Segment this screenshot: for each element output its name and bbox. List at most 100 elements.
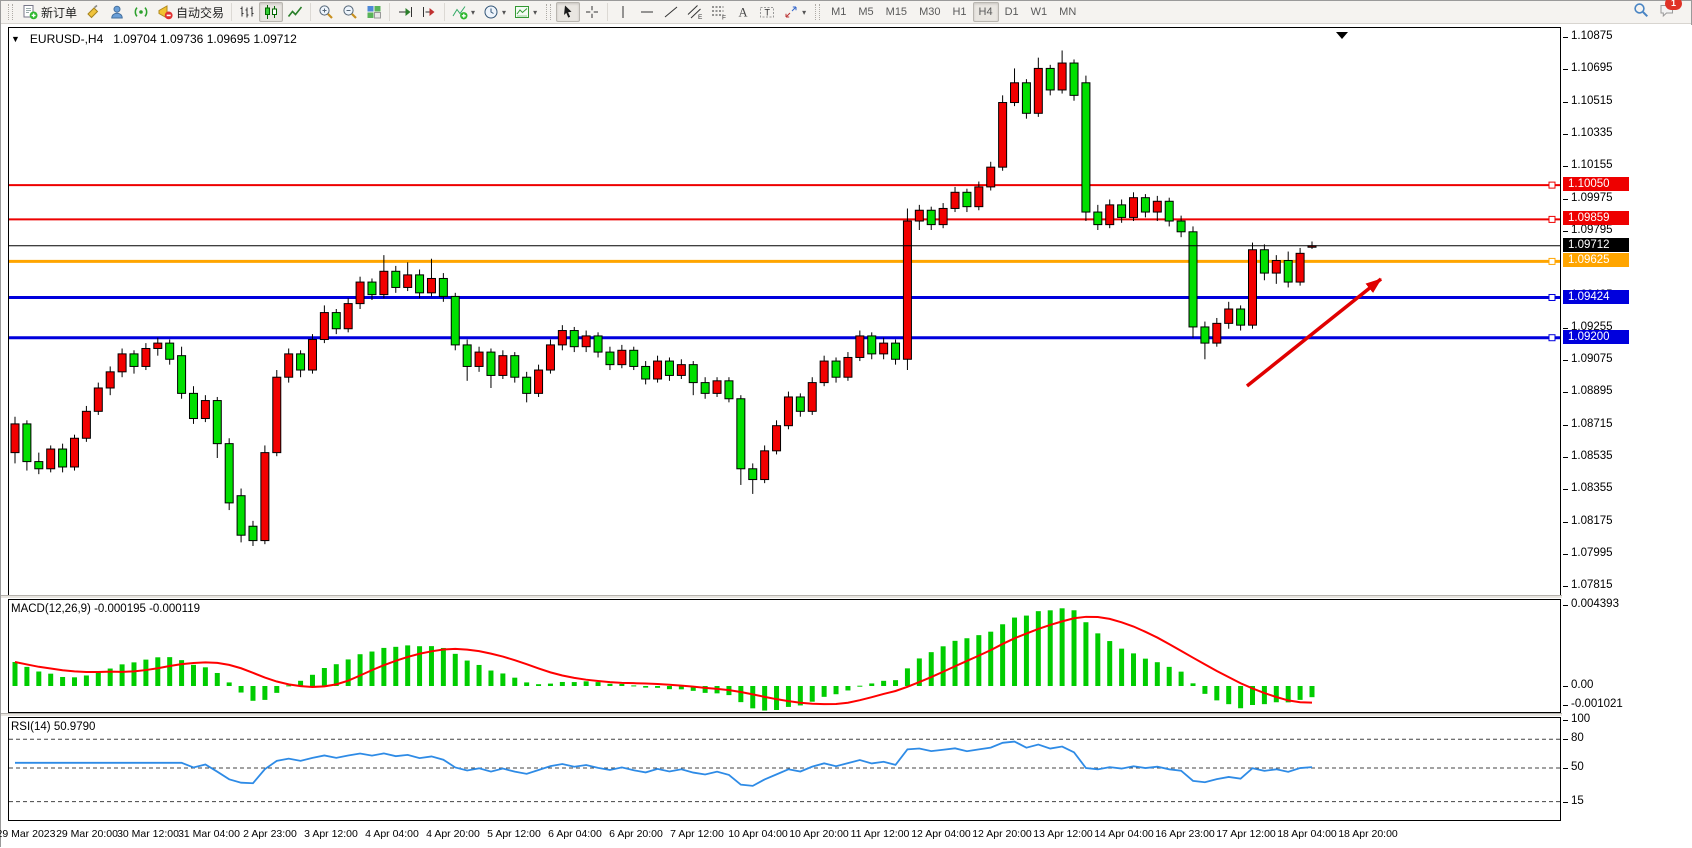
chevron-down-icon[interactable]: ▾ xyxy=(802,7,807,17)
pane-separator[interactable] xyxy=(1,713,1692,717)
tf-h1-button-label: H1 xyxy=(952,6,967,18)
zoom-in-button[interactable] xyxy=(314,2,338,22)
duster-button[interactable] xyxy=(81,2,105,22)
toolbar-grip[interactable] xyxy=(815,4,821,20)
time-label: 12 Apr 04:00 xyxy=(911,828,971,840)
time-label: 14 Apr 04:00 xyxy=(1094,828,1154,840)
hline-marker[interactable] xyxy=(1548,181,1556,189)
chevron-down-icon[interactable]: ▾ xyxy=(471,7,476,17)
time-label: 29 Mar 20:00 xyxy=(56,828,118,840)
hline-marker[interactable] xyxy=(1548,215,1556,223)
tf-h1-button[interactable]: H1 xyxy=(946,2,972,22)
autotrade-button[interactable]: 自动交易 xyxy=(153,2,228,22)
hline-marker[interactable] xyxy=(1548,257,1556,265)
toolbar-separator xyxy=(607,3,609,21)
signals-button[interactable] xyxy=(129,2,153,22)
trendline-icon xyxy=(663,4,679,20)
hline-marker[interactable] xyxy=(1548,334,1556,342)
fibonacci-button[interactable]: F xyxy=(707,2,731,22)
text-label-button[interactable]: T xyxy=(755,2,779,22)
main-chart-pane[interactable] xyxy=(8,27,1561,597)
macd-svg xyxy=(12,608,1315,711)
chart-menu-caret[interactable]: ▼ xyxy=(11,34,20,44)
toolbar-separator xyxy=(231,3,233,21)
red-arrow-annotation[interactable] xyxy=(1245,277,1383,388)
axis-tick: 1.07815 xyxy=(1563,579,1613,592)
toolbar-separator xyxy=(310,3,312,21)
price-label: 1.09200 xyxy=(1563,329,1629,344)
time-label: 3 Apr 12:00 xyxy=(304,828,358,840)
search-button[interactable] xyxy=(1633,2,1649,23)
rsi-pane[interactable] xyxy=(8,717,1561,821)
fibo-icon: F xyxy=(711,4,727,20)
vertical-line-button[interactable] xyxy=(611,2,635,22)
tile-windows-button[interactable] xyxy=(362,2,386,22)
hline-marker[interactable] xyxy=(1548,294,1556,302)
horizontal-lines[interactable] xyxy=(9,181,1560,342)
time-label: 5 Apr 12:00 xyxy=(487,828,541,840)
toolbar-separator xyxy=(444,3,446,21)
chevron-down-icon[interactable]: ▾ xyxy=(533,7,538,17)
autotrade-button-label: 自动交易 xyxy=(176,5,225,20)
tf-d1-button[interactable]: D1 xyxy=(999,2,1025,22)
arrows-button[interactable]: ▾ xyxy=(779,2,810,22)
templates-button[interactable]: ▾ xyxy=(510,2,541,22)
cursor-button[interactable] xyxy=(556,2,581,22)
axis-tick: 1.09795 xyxy=(1563,223,1613,236)
hline-icon xyxy=(639,4,655,20)
text-button[interactable]: A xyxy=(731,2,755,22)
indicators-button[interactable]: ▾ xyxy=(448,2,479,22)
tf-h4-button-label: H4 xyxy=(978,6,993,18)
pane-separator[interactable] xyxy=(1,595,1692,599)
price-axis[interactable]: 1.10875 1.10695 1.10515 1.10335 1.10155 1.099… xyxy=(1562,25,1692,821)
tf-m15-button[interactable]: M15 xyxy=(880,2,913,22)
time-label: 17 Apr 12:00 xyxy=(1216,828,1276,840)
toolbar-grip[interactable] xyxy=(546,4,552,20)
new-order-icon xyxy=(22,4,38,20)
periods-button[interactable]: ▾ xyxy=(479,2,510,22)
time-axis[interactable]: 29 Mar 2023 29 Mar 20:00 30 Mar 12:00 31 Ma… xyxy=(0,821,1692,848)
tf-m30-button[interactable]: M30 xyxy=(913,2,946,22)
templates-icon xyxy=(514,4,530,20)
bar-chart-icon xyxy=(239,4,255,20)
horizontal-line-button[interactable] xyxy=(635,2,659,22)
tf-w1-button[interactable]: W1 xyxy=(1025,2,1054,22)
channel-icon: E xyxy=(687,4,703,20)
chevron-down-icon[interactable]: ▾ xyxy=(502,7,507,17)
main-chart-svg[interactable] xyxy=(9,28,1560,596)
tf-m5-button[interactable]: M5 xyxy=(852,2,879,22)
profile-button[interactable] xyxy=(105,2,129,22)
line-chart-button[interactable] xyxy=(283,2,307,22)
cursor-icon xyxy=(560,4,576,20)
axis-tick: 100 xyxy=(1562,713,1591,725)
channel-button[interactable]: E xyxy=(683,2,707,22)
chat-button[interactable]: 1 xyxy=(1659,0,1682,23)
toolbar: 新订单 自动交易 ▾ ▾ ▾ E F A T ▾ M1 M5 M15 M30 H1 H4 D1 W1 MN 1 xyxy=(1,0,1691,24)
new-order-button[interactable]: 新订单 xyxy=(18,2,81,22)
zoom-out-button[interactable] xyxy=(338,2,362,22)
chart-shift-marker[interactable] xyxy=(1336,32,1348,39)
bar-chart-button[interactable] xyxy=(235,2,259,22)
signal-icon xyxy=(133,4,149,20)
trendline-button[interactable] xyxy=(659,2,683,22)
candle-chart-icon xyxy=(263,4,279,20)
rsi-line xyxy=(15,740,1313,787)
auto-scroll-button[interactable] xyxy=(393,2,417,22)
tf-m30-button-label: M30 xyxy=(919,6,941,18)
tf-m5-button-label: M5 xyxy=(858,6,874,18)
toolbar-grip[interactable] xyxy=(8,4,13,20)
indicators-icon xyxy=(452,4,468,20)
tf-mn-button[interactable]: MN xyxy=(1053,2,1082,22)
axis-tick: 1.10515 xyxy=(1563,94,1613,107)
tf-h4-button[interactable]: H4 xyxy=(972,2,999,22)
chart-title-ohlc: 1.09704 1.09736 1.09695 1.09712 xyxy=(113,32,297,46)
tf-m1-button[interactable]: M1 xyxy=(825,2,852,22)
svg-text:T: T xyxy=(765,8,771,18)
line-chart-icon xyxy=(287,4,303,20)
candle-chart-button[interactable] xyxy=(259,2,284,22)
macd-pane[interactable] xyxy=(8,599,1561,713)
axis-tick: 1.08175 xyxy=(1563,514,1613,527)
crosshair-button[interactable] xyxy=(580,2,604,22)
chart-shift-button[interactable] xyxy=(417,2,441,22)
